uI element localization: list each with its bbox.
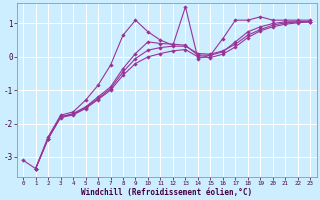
X-axis label: Windchill (Refroidissement éolien,°C): Windchill (Refroidissement éolien,°C): [81, 188, 252, 197]
